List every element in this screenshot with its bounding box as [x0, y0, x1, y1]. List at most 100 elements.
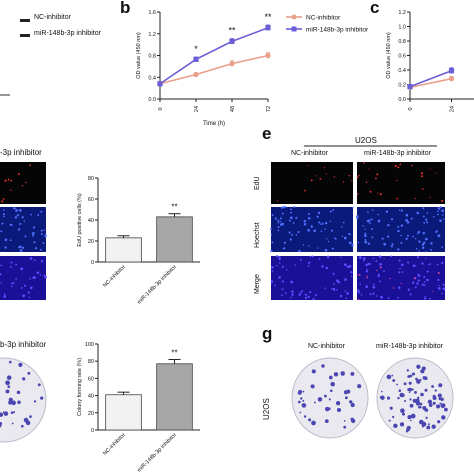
cell-nucleus [21, 287, 23, 289]
cell-nucleus [332, 272, 335, 275]
cell-nucleus [413, 277, 416, 280]
colony [317, 397, 323, 402]
cell-nucleus [356, 193, 359, 195]
cell-nucleus [15, 278, 17, 280]
cell-nucleus [290, 211, 293, 214]
panel-letter-g: g [262, 324, 273, 343]
cell-nucleus [364, 239, 367, 241]
panel-e-col-nc: NC-inhibitor [291, 150, 328, 157]
colony [381, 390, 383, 393]
colony [432, 394, 436, 399]
cell-nucleus [423, 275, 426, 278]
cell-nucleus [320, 223, 322, 226]
cell-nucleus [366, 268, 368, 270]
cell-nucleus [304, 296, 308, 300]
cell-nucleus [390, 245, 394, 248]
cell-nucleus [281, 222, 284, 226]
d-edu-image [0, 162, 46, 204]
cell-nucleus [269, 227, 273, 230]
colony [418, 405, 421, 409]
panel-e-micrographs [271, 145, 445, 300]
colony [386, 374, 392, 380]
colony [406, 369, 409, 372]
cell-nucleus [283, 241, 286, 244]
cell-nucleus [400, 209, 404, 212]
panel-g-col-mir: miR-148b-3p inhibitor [376, 343, 443, 350]
colony [442, 403, 446, 407]
cell-nucleus [327, 240, 330, 243]
cell-nucleus [2, 213, 5, 216]
cell-nucleus [405, 237, 408, 240]
cell-nucleus [400, 282, 402, 284]
cell-nucleus [416, 282, 419, 285]
cell-nucleus [21, 246, 25, 249]
cell-nucleus [441, 209, 444, 212]
colony [399, 422, 405, 427]
cell-nucleus [414, 197, 416, 200]
cell-nucleus [35, 247, 38, 250]
cell-nucleus [368, 168, 370, 170]
cell-nucleus [29, 257, 33, 260]
colony [350, 371, 355, 376]
y-tick-label: 0.8 [398, 39, 406, 45]
cell-nucleus [421, 188, 424, 190]
colony [301, 403, 307, 408]
cell-nucleus [36, 271, 40, 275]
cell-nucleus [368, 219, 371, 222]
colony [422, 376, 427, 380]
cell-nucleus [422, 207, 425, 210]
colony [424, 388, 428, 392]
colony [2, 411, 5, 414]
cell-nucleus [277, 226, 280, 229]
cell-nucleus [10, 189, 12, 191]
y-tick-label: 80 [88, 176, 94, 182]
x-tick-label: 48 [230, 106, 236, 112]
cell-nucleus [318, 221, 321, 224]
cell-nucleus [397, 166, 400, 169]
cell-nucleus [270, 249, 273, 253]
cell-nucleus [426, 221, 429, 224]
cell-nucleus [16, 214, 20, 217]
cell-nucleus [416, 211, 420, 215]
cell-nucleus [362, 257, 366, 260]
cell-nucleus [324, 287, 326, 289]
y-tick-label: 0.0 [148, 97, 156, 103]
colony [444, 407, 448, 412]
cell-nucleus [316, 215, 319, 218]
colony [313, 401, 316, 404]
panel-letter-b: b [120, 0, 131, 17]
colony [408, 387, 413, 392]
cell-nucleus [390, 218, 394, 221]
colony [327, 407, 331, 411]
cell-nucleus [22, 294, 25, 298]
colony [299, 411, 302, 414]
colony [17, 400, 21, 405]
cell-nucleus [339, 256, 342, 259]
colony [351, 418, 356, 424]
e-edu-mir [357, 162, 445, 204]
cell-nucleus [4, 238, 8, 242]
cell-nucleus [3, 215, 5, 218]
cell-nucleus [343, 236, 347, 240]
colony [392, 415, 395, 419]
cell-nucleus [367, 262, 370, 266]
cell-nucleus [339, 294, 343, 298]
colony [330, 381, 335, 387]
cell-nucleus [291, 233, 293, 236]
colony [302, 399, 305, 402]
data-point [193, 56, 199, 62]
cell-nucleus [271, 241, 274, 244]
cell-nucleus [313, 297, 315, 300]
cell-nucleus [1, 222, 4, 225]
colony [33, 400, 37, 403]
cell-nucleus [317, 211, 321, 215]
cell-nucleus [356, 176, 359, 178]
colony [416, 364, 421, 369]
cell-nucleus [432, 290, 434, 293]
cell-nucleus [290, 208, 292, 211]
cell-nucleus [400, 224, 404, 227]
y-tick-label: 0 [91, 260, 94, 266]
series-line-0 [159, 54, 269, 85]
cell-nucleus [275, 264, 278, 267]
